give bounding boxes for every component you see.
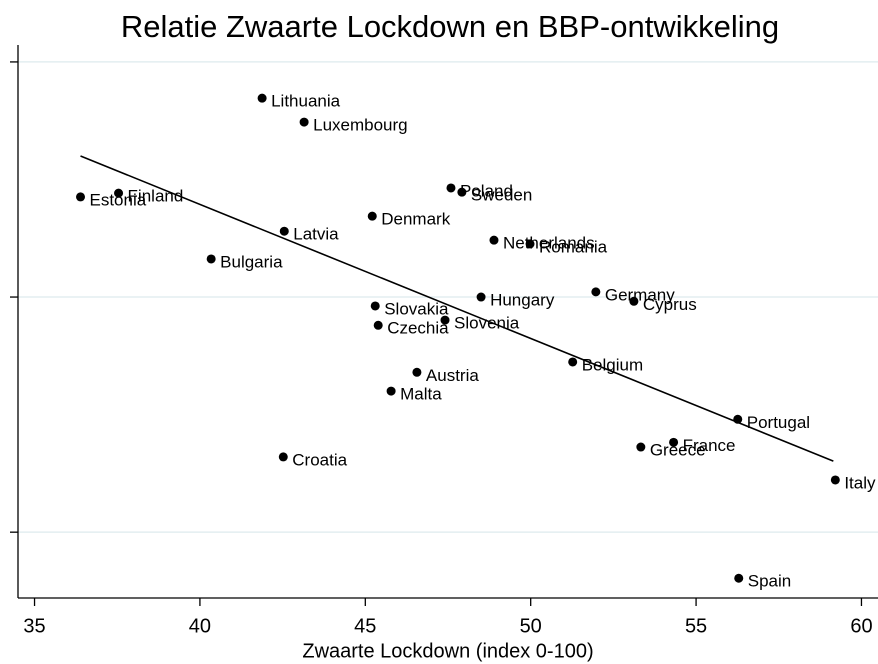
point-label: Cyprus xyxy=(643,295,697,314)
x-tick-label: 45 xyxy=(354,615,376,637)
point xyxy=(278,452,288,462)
point-label: Italy xyxy=(844,473,876,492)
point-label: Poland xyxy=(460,181,513,200)
point-label: Slovenia xyxy=(454,314,520,333)
point xyxy=(476,292,486,302)
point-label: Germany xyxy=(605,285,675,304)
point-label: Portugal xyxy=(747,413,810,432)
x-tick-label: 35 xyxy=(23,615,45,637)
point xyxy=(591,287,601,297)
point xyxy=(386,386,396,396)
point-label: Spain xyxy=(748,572,791,591)
point xyxy=(206,254,216,264)
point xyxy=(489,235,499,245)
point-label: Slovakia xyxy=(384,299,449,318)
x-tick-label: 55 xyxy=(685,615,707,637)
point-label: Malta xyxy=(400,385,442,404)
point xyxy=(440,315,450,325)
point-label: Czechia xyxy=(387,319,449,338)
point xyxy=(830,475,840,485)
point xyxy=(525,239,535,249)
point-label: Latvia xyxy=(293,225,339,244)
point-label: France xyxy=(683,436,736,455)
point xyxy=(76,192,86,202)
point xyxy=(734,573,744,583)
x-tick-label: 40 xyxy=(189,615,211,637)
x-tick-label: 50 xyxy=(520,615,542,637)
point-label: Croatia xyxy=(292,450,347,469)
point xyxy=(669,437,679,447)
point-label: Finland xyxy=(128,187,184,206)
point-label: Belgium xyxy=(582,355,643,374)
point-label: Luxembourg xyxy=(313,116,408,135)
point xyxy=(257,93,267,103)
point xyxy=(299,117,309,127)
point-label: Austria xyxy=(426,366,479,385)
point xyxy=(373,320,383,330)
point-label: Lithuania xyxy=(271,92,341,111)
point-label: Denmark xyxy=(381,210,450,229)
point-label: Hungary xyxy=(490,291,555,310)
point xyxy=(636,442,646,452)
point xyxy=(733,414,743,424)
point-label: Netherlands xyxy=(503,234,595,253)
point-label: Romania xyxy=(539,237,608,256)
point xyxy=(629,296,639,306)
point xyxy=(367,211,377,221)
point-label: Bulgaria xyxy=(220,252,283,271)
point-label: Sweden xyxy=(471,186,532,205)
x-axis-label: Zwaarte Lockdown (index 0-100) xyxy=(302,640,593,662)
point xyxy=(446,183,456,193)
point xyxy=(279,226,289,236)
chart-title: Relatie Zwaarte Lockdown en BBP-ontwikke… xyxy=(121,9,779,44)
point xyxy=(370,301,380,311)
point xyxy=(114,188,124,198)
point xyxy=(412,367,422,377)
point-label: Greece xyxy=(650,441,706,460)
point xyxy=(568,357,578,367)
x-tick-label: 60 xyxy=(850,615,872,637)
trend-line xyxy=(80,155,834,462)
point xyxy=(457,187,467,197)
point-label: Estonia xyxy=(90,190,147,209)
